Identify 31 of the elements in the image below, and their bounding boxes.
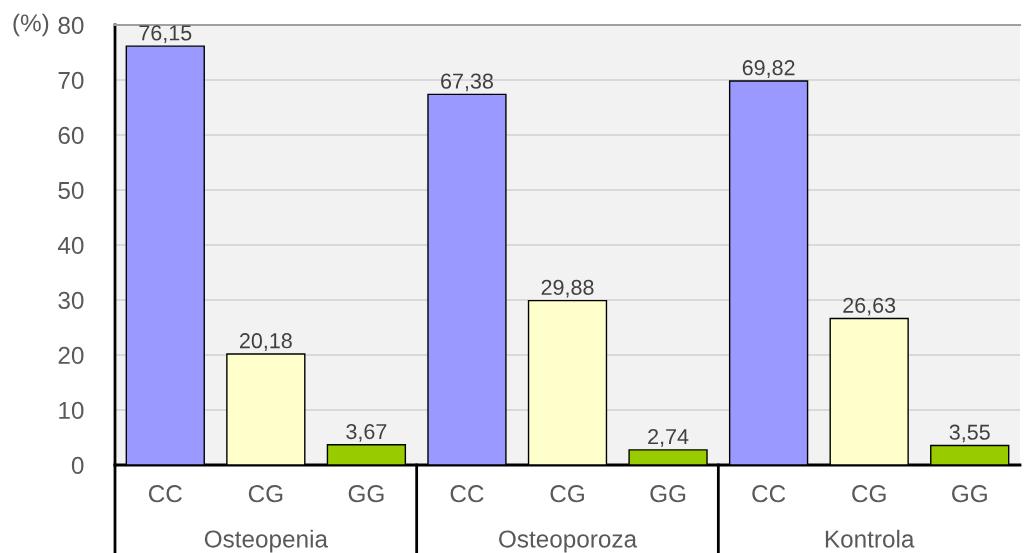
y-tick-label: 70 xyxy=(58,71,84,90)
series-label: CG xyxy=(248,485,283,503)
data-label: 20,18 xyxy=(239,333,292,351)
y-tick-label: 60 xyxy=(58,126,84,145)
data-label: 3,67 xyxy=(346,423,387,442)
series-label: CC xyxy=(148,485,182,503)
data-label: 67,38 xyxy=(441,73,493,92)
x-tick-label: Osteoporoza xyxy=(499,530,638,553)
text: CG xyxy=(550,485,584,503)
y-tick-label: 30 xyxy=(58,291,84,310)
y-tick-label: 80 xyxy=(58,16,84,35)
y-tick-label: 50 xyxy=(58,181,84,200)
y-tick-label: 0 xyxy=(71,456,84,475)
y-tick-label: 10 xyxy=(59,401,84,420)
text: GG xyxy=(650,485,686,503)
y-tick-label: 20 xyxy=(58,346,84,365)
x-tick-label: Osteopenia xyxy=(204,529,328,553)
text: CG xyxy=(852,485,886,503)
x-tick-label: Kontrola xyxy=(825,529,915,548)
data-label: 3,55 xyxy=(949,424,990,443)
data-label: 29,88 xyxy=(541,279,594,298)
data-label: 76,15 xyxy=(139,25,192,44)
y-tick-label: 40 xyxy=(57,236,84,255)
text: CC xyxy=(450,485,484,503)
y-axis-title: (%) xyxy=(13,13,49,37)
data-label: 69,82 xyxy=(742,60,795,78)
series-label: GG xyxy=(348,485,384,503)
text: GG xyxy=(952,485,987,503)
data-label: 2,74 xyxy=(648,429,689,447)
text: CC xyxy=(752,485,786,503)
data-label: 26,63 xyxy=(843,297,896,316)
